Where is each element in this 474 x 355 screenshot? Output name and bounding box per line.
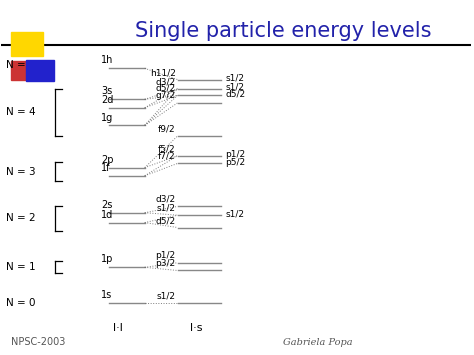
Text: g7/2: g7/2 <box>155 91 176 100</box>
Text: d5/2: d5/2 <box>225 89 245 99</box>
Text: d3/2: d3/2 <box>155 195 176 204</box>
Bar <box>11 32 43 56</box>
Text: Gabriela Popa: Gabriela Popa <box>283 338 353 347</box>
Text: 1p: 1p <box>101 255 113 264</box>
Text: s1/2: s1/2 <box>225 74 244 83</box>
Text: s1/2: s1/2 <box>157 204 176 213</box>
Text: 2d: 2d <box>101 95 113 105</box>
Text: s1/2: s1/2 <box>157 291 176 300</box>
Text: p3/2: p3/2 <box>155 259 176 268</box>
Text: 1d: 1d <box>101 210 113 220</box>
Text: p5/2: p5/2 <box>225 158 245 166</box>
Bar <box>11 61 35 80</box>
Text: f5/2: f5/2 <box>158 144 176 153</box>
Text: N = 4: N = 4 <box>6 107 36 118</box>
Text: p1/2: p1/2 <box>155 251 176 260</box>
Text: d5/2: d5/2 <box>155 216 176 225</box>
Text: s1/2: s1/2 <box>225 83 244 92</box>
Text: l·s: l·s <box>190 323 203 333</box>
Text: 3s: 3s <box>101 87 112 97</box>
Bar <box>26 60 54 81</box>
Text: 1g: 1g <box>101 113 113 122</box>
Text: 1h: 1h <box>101 55 113 65</box>
Text: 1s: 1s <box>101 290 112 300</box>
Text: h11/2: h11/2 <box>150 68 176 77</box>
Text: 2p: 2p <box>101 155 113 165</box>
Text: f9/2: f9/2 <box>158 125 176 133</box>
Text: s1/2: s1/2 <box>225 209 244 218</box>
Text: N = 5: N = 5 <box>6 60 36 70</box>
Text: d5/2: d5/2 <box>155 84 176 93</box>
Text: 1f: 1f <box>101 163 110 173</box>
Text: p1/2: p1/2 <box>225 150 245 159</box>
Text: NPSC-2003: NPSC-2003 <box>11 337 65 347</box>
Text: d3/2: d3/2 <box>155 77 176 86</box>
Text: 2s: 2s <box>101 200 112 210</box>
Text: N = 0: N = 0 <box>6 297 36 307</box>
Text: N = 1: N = 1 <box>6 262 36 272</box>
Text: l·l: l·l <box>112 323 122 333</box>
Text: f7/2: f7/2 <box>158 152 176 161</box>
Text: N = 2: N = 2 <box>6 213 36 223</box>
Text: Single particle energy levels: Single particle energy levels <box>135 21 432 41</box>
Text: N = 3: N = 3 <box>6 166 36 176</box>
